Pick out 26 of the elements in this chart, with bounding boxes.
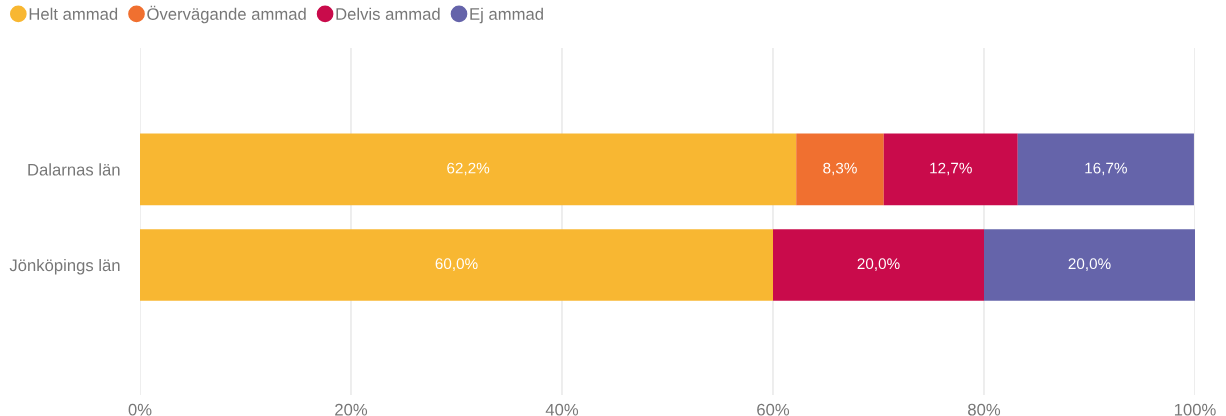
bar xyxy=(140,229,773,301)
x-tick-label: 80% xyxy=(968,403,1001,416)
data-label: 62,2% xyxy=(447,162,490,176)
data-label: 20,0% xyxy=(1068,258,1111,271)
data-label: 12,7% xyxy=(930,162,972,176)
bar xyxy=(984,229,1195,301)
y-tick-label: Dalarnas län xyxy=(28,163,120,176)
bar xyxy=(1017,133,1194,206)
legend-label: Övervägande ammad xyxy=(147,5,306,24)
legend-label: Delvis ammad xyxy=(336,7,440,20)
x-tick-label: 0% xyxy=(128,403,152,416)
legend-label: Ej ammad xyxy=(470,7,543,24)
data-label: 16,7% xyxy=(1085,162,1127,176)
legend-label: Helt ammad xyxy=(29,7,118,20)
y-tick-label: Jönköpings län xyxy=(9,258,120,275)
bar xyxy=(140,133,797,206)
data-label: 20,0% xyxy=(857,258,900,271)
data-label: 60,0% xyxy=(435,258,478,271)
x-tick-label: 20% xyxy=(335,403,368,416)
x-tick-label: 100% xyxy=(1174,403,1216,416)
x-tick-label: 40% xyxy=(545,403,579,416)
bar xyxy=(796,133,884,206)
bar xyxy=(883,133,1018,206)
data-label: 8,3% xyxy=(823,162,857,176)
bar xyxy=(773,229,984,301)
x-tick-label: 60% xyxy=(757,403,790,416)
